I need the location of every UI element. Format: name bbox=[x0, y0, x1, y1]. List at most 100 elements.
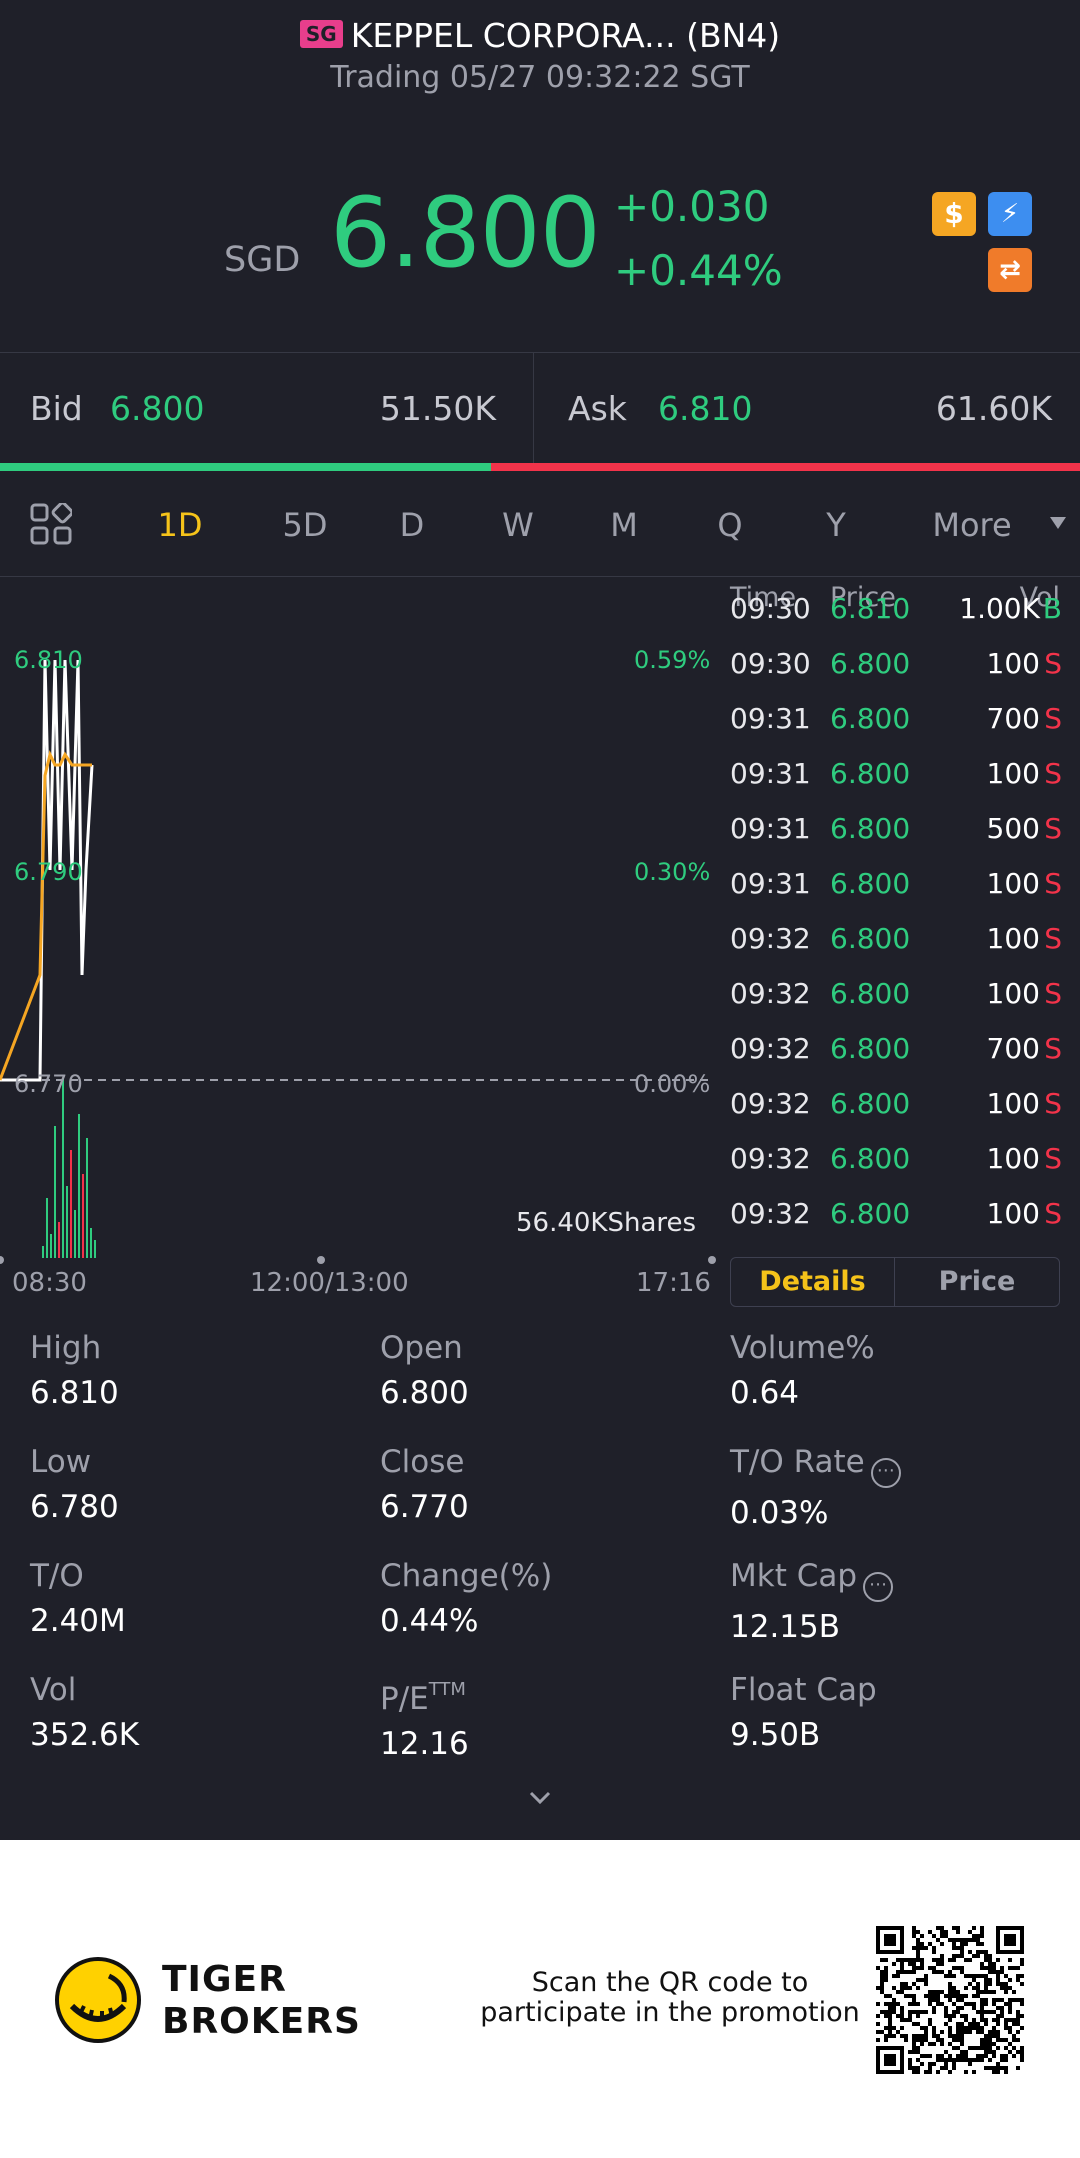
qr-module bbox=[1012, 2046, 1016, 2050]
qr-module bbox=[876, 2014, 880, 2018]
qr-module bbox=[896, 1974, 900, 1978]
tab-q[interactable]: Q bbox=[717, 506, 743, 544]
lightning-icon[interactable]: ⚡ bbox=[988, 192, 1032, 236]
qr-module bbox=[992, 1998, 996, 2002]
qr-module bbox=[936, 2070, 940, 2074]
qr-module bbox=[928, 1966, 932, 1970]
qr-module bbox=[888, 1994, 892, 1998]
qr-module bbox=[964, 2054, 968, 2058]
period-tabs: 1D 5D D W M Q Y More bbox=[0, 471, 1080, 577]
promo-text-line1: Scan the QR code to bbox=[531, 1967, 809, 1998]
qr-module bbox=[1008, 2002, 1012, 2006]
qr-module bbox=[932, 1998, 936, 2002]
qr-module bbox=[940, 1954, 944, 1958]
exchange-icon[interactable]: ⇄ bbox=[988, 248, 1032, 292]
qr-module bbox=[916, 1958, 920, 1962]
qr-module bbox=[968, 1950, 972, 1954]
qr-module bbox=[944, 1930, 948, 1934]
qr-module bbox=[936, 2002, 940, 2006]
qr-module bbox=[956, 1994, 960, 1998]
qr-module bbox=[952, 2038, 956, 2042]
tab-m[interactable]: M bbox=[610, 506, 638, 544]
qr-module bbox=[924, 1946, 928, 1950]
stat-label: Float Cap bbox=[730, 1672, 877, 1708]
chevron-down-icon[interactable] bbox=[1050, 517, 1066, 529]
tick-volume: 100 bbox=[986, 922, 1040, 955]
ask-price: 6.810 bbox=[658, 389, 753, 428]
qr-module bbox=[960, 1946, 964, 1950]
stat-label: Mkt Cap ⋯ bbox=[730, 1556, 1070, 1602]
tick-price: 6.800 bbox=[830, 1142, 911, 1175]
qr-module bbox=[960, 2050, 964, 2054]
qr-module bbox=[1008, 2026, 1012, 2030]
tab-w[interactable]: W bbox=[502, 506, 534, 544]
bid-ask-panel[interactable]: Bid 6.800 51.50K Ask 6.810 61.60K bbox=[0, 352, 1080, 463]
qr-module bbox=[900, 2010, 904, 2014]
qr-module bbox=[992, 1990, 996, 1994]
stat-label: High bbox=[30, 1330, 102, 1366]
tab-d[interactable]: D bbox=[399, 506, 425, 544]
stat-value: 6.800 bbox=[380, 1375, 469, 1411]
qr-module bbox=[916, 1950, 920, 1954]
stat-label: Open bbox=[380, 1330, 463, 1366]
qr-module bbox=[900, 1982, 904, 1986]
qr-module bbox=[928, 1998, 932, 2002]
qr-module bbox=[896, 2002, 900, 2006]
qr-module bbox=[900, 1986, 904, 1990]
tick-side: S bbox=[1044, 812, 1062, 845]
info-icon[interactable]: ⋯ bbox=[870, 1458, 901, 1488]
qr-module bbox=[956, 2022, 960, 2026]
qr-module bbox=[876, 2022, 880, 2026]
qr-module bbox=[972, 2006, 976, 2010]
qr-module bbox=[940, 1942, 944, 1946]
qr-module bbox=[960, 1954, 964, 1958]
qr-module bbox=[916, 1986, 920, 1990]
details-price-toggle[interactable]: Details Price bbox=[730, 1257, 1060, 1307]
grid-icon[interactable] bbox=[30, 503, 72, 545]
volume-bar bbox=[94, 1240, 96, 1258]
stat-label: T/O bbox=[30, 1558, 84, 1594]
qr-module bbox=[1020, 2058, 1024, 2062]
qr-module bbox=[900, 2034, 904, 2038]
chevron-down-icon[interactable] bbox=[528, 1786, 552, 1810]
qr-module bbox=[964, 2026, 968, 2030]
tab-price[interactable]: Price bbox=[938, 1266, 1016, 1297]
qr-module bbox=[980, 1942, 984, 1946]
qr-module bbox=[912, 1958, 916, 1962]
tab-more[interactable]: More bbox=[932, 506, 1012, 544]
tab-5d[interactable]: 5D bbox=[282, 506, 328, 544]
qr-code[interactable] bbox=[876, 1926, 1024, 2074]
qr-module bbox=[1020, 1962, 1024, 1966]
qr-module bbox=[968, 1958, 972, 1962]
dollar-icon[interactable]: $ bbox=[932, 192, 976, 236]
qr-module bbox=[888, 2022, 892, 2026]
qr-module bbox=[992, 2050, 996, 2054]
tick-price: 6.800 bbox=[830, 977, 911, 1010]
tick-price: 6.800 bbox=[830, 1197, 911, 1230]
qr-module bbox=[968, 1930, 972, 1934]
qr-module bbox=[920, 2038, 924, 2042]
tick-price: 6.800 bbox=[830, 702, 911, 735]
qr-module bbox=[996, 2022, 1000, 2026]
qr-module bbox=[928, 2062, 932, 2066]
tab-y[interactable]: Y bbox=[826, 506, 846, 544]
qr-module bbox=[1004, 2002, 1008, 2006]
qr-module bbox=[976, 1934, 980, 1938]
brand-name-line1: TIGER bbox=[162, 1959, 287, 2000]
tick-side: S bbox=[1044, 1087, 1062, 1120]
qr-module bbox=[956, 2034, 960, 2038]
qr-module bbox=[968, 2046, 972, 2050]
intraday-chart[interactable]: 6.810 6.790 6.770 0.59% 0.30% 0.00% 56.4… bbox=[0, 578, 720, 1308]
qr-module bbox=[912, 2046, 916, 2050]
tab-1d[interactable]: 1D bbox=[157, 506, 203, 544]
chart-svg bbox=[0, 659, 716, 1264]
qr-module bbox=[884, 2034, 888, 2038]
qr-module bbox=[920, 1946, 924, 1950]
qr-module bbox=[912, 1966, 916, 1970]
tiger-logo-icon bbox=[55, 1957, 141, 2043]
tab-details[interactable]: Details bbox=[731, 1258, 895, 1306]
qr-module bbox=[980, 2010, 984, 2014]
qr-module bbox=[980, 1990, 984, 1994]
tick-list[interactable]: Time Price Vol 09:30 6.810 1.00K B 09:30 6.80… bbox=[720, 578, 1080, 1238]
info-icon[interactable]: ⋯ bbox=[863, 1572, 894, 1602]
